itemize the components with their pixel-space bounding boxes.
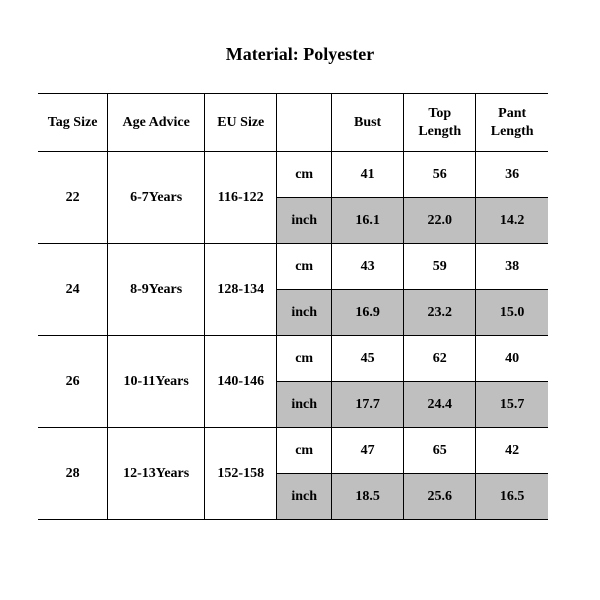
header-row: Tag Size Age Advice EU Size Bust Top Len… [38,94,548,152]
cell-pant-length: 16.5 [476,474,548,520]
size-table-container: Tag Size Age Advice EU Size Bust Top Len… [0,93,600,520]
cell-eu-size: 140-146 [205,336,277,428]
size-table: Tag Size Age Advice EU Size Bust Top Len… [38,93,548,520]
table-row: 24 8-9Years 128-134 cm 43 59 38 [38,244,548,290]
cell-top-length: 62 [404,336,476,382]
col-top-length: Top Length [404,94,476,152]
table-row: 26 10-11Years 140-146 cm 45 62 40 [38,336,548,382]
cell-top-length: 24.4 [404,382,476,428]
cell-bust: 18.5 [332,474,404,520]
cell-unit-inch: inch [277,382,332,428]
cell-top-length: 56 [404,152,476,198]
cell-pant-length: 40 [476,336,548,382]
cell-bust: 47 [332,428,404,474]
cell-pant-length: 15.0 [476,290,548,336]
cell-eu-size: 128-134 [205,244,277,336]
cell-pant-length: 15.7 [476,382,548,428]
cell-bust: 16.9 [332,290,404,336]
cell-pant-length: 42 [476,428,548,474]
cell-unit-inch: inch [277,290,332,336]
cell-top-length: 23.2 [404,290,476,336]
cell-age-advice: 8-9Years [108,244,205,336]
cell-eu-size: 152-158 [205,428,277,520]
cell-age-advice: 6-7Years [108,152,205,244]
cell-tag-size: 24 [38,244,108,336]
cell-bust: 16.1 [332,198,404,244]
page-title: Material: Polyester [0,0,600,93]
table-row: 28 12-13Years 152-158 cm 47 65 42 [38,428,548,474]
cell-pant-length: 38 [476,244,548,290]
col-unit [277,94,332,152]
cell-age-advice: 10-11Years [108,336,205,428]
cell-unit-inch: inch [277,198,332,244]
cell-unit-cm: cm [277,152,332,198]
cell-age-advice: 12-13Years [108,428,205,520]
cell-bust: 17.7 [332,382,404,428]
cell-unit-inch: inch [277,474,332,520]
cell-tag-size: 26 [38,336,108,428]
cell-eu-size: 116-122 [205,152,277,244]
cell-unit-cm: cm [277,336,332,382]
cell-tag-size: 28 [38,428,108,520]
cell-top-length: 59 [404,244,476,290]
cell-unit-cm: cm [277,428,332,474]
cell-tag-size: 22 [38,152,108,244]
cell-pant-length: 14.2 [476,198,548,244]
cell-unit-cm: cm [277,244,332,290]
cell-pant-length: 36 [476,152,548,198]
col-eu-size: EU Size [205,94,277,152]
col-bust: Bust [332,94,404,152]
table-row: 22 6-7Years 116-122 cm 41 56 36 [38,152,548,198]
cell-bust: 43 [332,244,404,290]
cell-top-length: 65 [404,428,476,474]
col-pant-length: Pant Length [476,94,548,152]
cell-top-length: 25.6 [404,474,476,520]
cell-bust: 45 [332,336,404,382]
cell-bust: 41 [332,152,404,198]
col-age-advice: Age Advice [108,94,205,152]
cell-top-length: 22.0 [404,198,476,244]
col-tag-size: Tag Size [38,94,108,152]
